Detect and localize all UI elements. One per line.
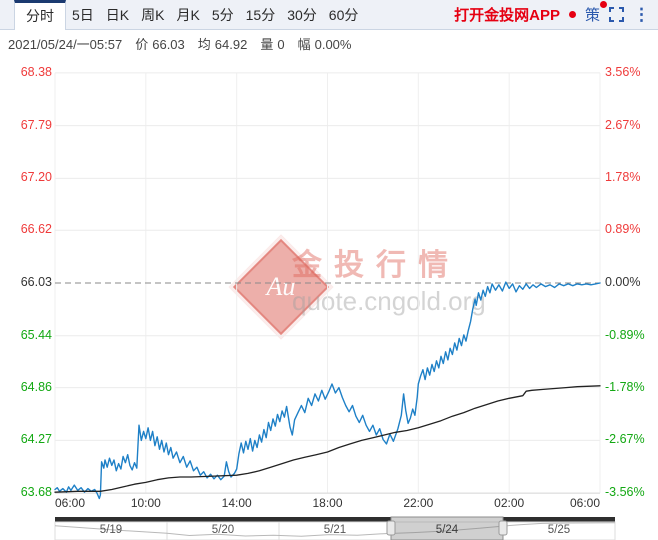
tab-30min[interactable]: 30分	[287, 7, 317, 23]
tab-5min[interactable]: 5分	[211, 7, 234, 23]
navigator-resize-handle[interactable]	[386, 520, 396, 536]
strategy-button[interactable]: 策	[584, 1, 607, 25]
average-line	[54, 385, 601, 493]
tab-15min[interactable]: 15分	[245, 7, 276, 23]
fullscreen-icon[interactable]	[609, 7, 624, 22]
quote-average: 均 64.92	[197, 36, 248, 52]
open-app-link[interactable]: 打开金投网APP	[454, 7, 560, 24]
chart-period-tabbar: 分时 5日 日K 周K 月K 5分 15分 30分 60分 打开金投网APP 策…	[0, 0, 658, 30]
strategy-label: 策	[584, 7, 600, 24]
navigator-frame	[54, 521, 616, 540]
navigator-resize-handle[interactable]	[498, 520, 508, 536]
navigator-scrollbar-rail[interactable]	[503, 517, 615, 522]
tab-monthly-k[interactable]: 月K	[176, 7, 200, 23]
notification-dot-icon	[600, 1, 607, 8]
price-line	[54, 281, 601, 500]
quote-price: 价 66.03	[135, 36, 185, 52]
red-dot-badge	[568, 11, 576, 18]
tab-5day[interactable]: 5日	[72, 7, 94, 23]
navigator-scrollbar-rail[interactable]	[55, 517, 391, 522]
quote-change: 幅 0.00%	[297, 36, 352, 52]
more-menu-icon[interactable]: ⋮	[633, 5, 650, 24]
tab-daily-k[interactable]: 日K	[105, 7, 130, 23]
tab-timeline[interactable]: 分时	[14, 0, 66, 30]
navigator-selected-range[interactable]	[390, 516, 504, 540]
tab-weekly-k[interactable]: 周K	[141, 7, 165, 23]
navigator-sparkline	[54, 522, 616, 537]
quote-datetime: 2021/05/24/一05:57	[8, 36, 123, 52]
tab-60min[interactable]: 60分	[328, 7, 359, 23]
